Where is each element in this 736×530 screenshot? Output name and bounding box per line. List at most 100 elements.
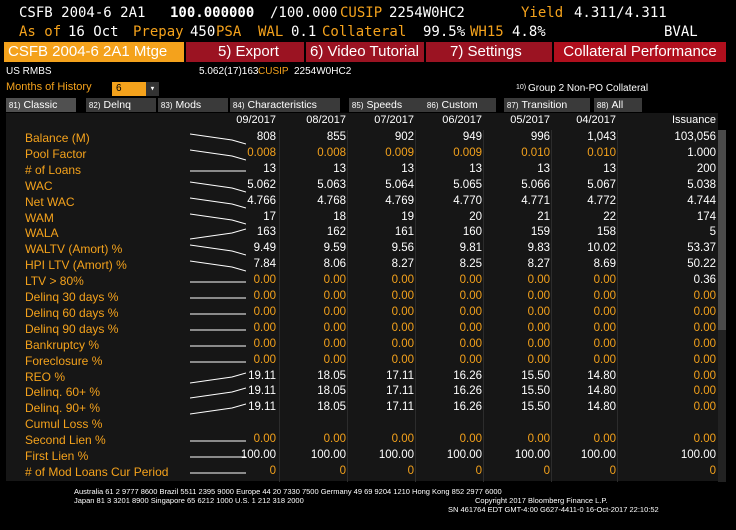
row-label[interactable]: Cumul Loss % <box>25 417 103 432</box>
table-cell: 0.00 <box>693 369 716 382</box>
table-cell: 5.067 <box>587 178 616 191</box>
tab-characteristics[interactable]: 84) Characteristics <box>230 98 340 112</box>
table-cell: 100.00 <box>514 449 550 461</box>
table-cell: 0.010 <box>587 146 616 159</box>
tab-bar: 81) Classic 82) Delnq 83) Mods 84) Character… <box>6 98 726 112</box>
row-label[interactable]: Delinq 30 days % <box>25 290 119 304</box>
table-cell: 0.008 <box>317 146 346 159</box>
table-cell: 16.26 <box>453 401 482 414</box>
table-cell: 18 <box>333 210 346 223</box>
months-history-select[interactable]: 6 <box>112 82 146 96</box>
table-cell: 161 <box>394 226 414 239</box>
column-header[interactable]: 09/2017 <box>236 114 276 126</box>
table-cell: 158 <box>596 226 616 239</box>
table-cell: 53.37 <box>687 242 716 255</box>
table-cell: 0 <box>339 464 346 477</box>
chevron-down-icon[interactable]: ▾ <box>146 82 159 96</box>
group-collateral-label[interactable]: Group 2 Non-PO Collateral <box>528 83 649 94</box>
sparkline <box>190 345 246 347</box>
footer-contacts: Australia 61 2 9777 8600 Brazil 5511 239… <box>74 487 502 496</box>
row-label[interactable]: Second Lien % <box>25 433 106 448</box>
table-cell: 100.00 <box>378 449 414 461</box>
table-cell: 5.064 <box>385 178 414 191</box>
video-tutorial-button[interactable]: 6) Video Tutorial <box>306 42 424 62</box>
column-header[interactable]: 04/2017 <box>576 114 616 126</box>
column-header[interactable]: Issuance <box>671 114 716 126</box>
table-cell: 0.00 <box>459 321 482 334</box>
table-cell: 0.00 <box>527 353 550 366</box>
footer-session: SN 461764 EDT GMT-4:00 G627-4411-0 16-Oc… <box>448 505 659 514</box>
column-header[interactable]: 07/2017 <box>374 114 414 126</box>
table-cell: 0.00 <box>323 337 346 350</box>
table-cell: 0.00 <box>593 433 616 446</box>
sparkline <box>190 297 246 299</box>
column-header[interactable]: 06/2017 <box>442 114 482 126</box>
row-label[interactable]: Delinq 60 days % <box>25 305 119 320</box>
table-cell: 0.00 <box>323 290 346 302</box>
table-cell: 0.00 <box>253 274 276 287</box>
table-cell: 5.065 <box>453 178 482 191</box>
table-cell: 0.00 <box>593 274 616 287</box>
row-label[interactable]: WALA <box>25 226 59 241</box>
tab-speeds[interactable]: 85) Speeds <box>349 98 435 112</box>
table-cell: 163 <box>256 226 276 239</box>
tab-custom[interactable]: 86) Custom <box>424 98 496 112</box>
table-cell: 4.768 <box>317 194 346 207</box>
row-label[interactable]: HPI LTV (Amort) % <box>25 258 127 273</box>
sparkline <box>190 387 246 399</box>
row-label[interactable]: # of Mod Loans Cur Period <box>25 464 169 479</box>
export-button[interactable]: 5) Export <box>186 42 304 62</box>
row-label[interactable]: Net WAC <box>25 194 75 209</box>
tab-mods[interactable]: 83) Mods <box>158 98 228 112</box>
row-label[interactable]: WAC <box>25 178 53 193</box>
table-cell: 19.11 <box>248 385 276 398</box>
row-label[interactable]: First Lien % <box>25 449 89 463</box>
wh-value: 4.8% <box>512 24 546 40</box>
table-cell: 0.00 <box>323 274 346 287</box>
tab-classic[interactable]: 81) Classic <box>6 98 76 112</box>
table-cell: 996 <box>530 131 550 143</box>
row-label[interactable]: REO % <box>25 369 66 384</box>
row-label[interactable]: Pool Factor <box>25 146 87 161</box>
table-cell: 9.81 <box>459 242 482 255</box>
group-number: 10) <box>516 84 527 91</box>
sparkline <box>190 372 246 383</box>
sparkline <box>190 149 246 161</box>
tab-delnq[interactable]: 82) Delnq <box>86 98 156 112</box>
pricing-source: BVAL <box>664 24 698 40</box>
security-name: CSFB 2004-6 2A1 <box>19 5 146 21</box>
row-label[interactable]: Balance (M) <box>25 131 90 145</box>
column-header[interactable]: 05/2017 <box>510 114 550 126</box>
table-cell: 162 <box>326 226 346 239</box>
table-cell: 0.00 <box>593 337 616 350</box>
table-cell: 0.00 <box>459 433 482 446</box>
row-label[interactable]: Delinq. 90+ % <box>25 401 101 416</box>
row-label[interactable]: LTV > 80% <box>25 274 84 289</box>
tab-all[interactable]: 88) All <box>594 98 642 112</box>
table-cell: 4.766 <box>247 194 276 207</box>
row-label[interactable]: Bankruptcy % <box>25 337 100 352</box>
sparkline <box>190 181 246 193</box>
row-label[interactable]: Delinq 90 days % <box>25 321 119 336</box>
table-cell: 4.769 <box>385 194 414 207</box>
prepay-value[interactable]: 450 <box>190 24 216 40</box>
table-cell: 0 <box>543 464 550 477</box>
row-label[interactable]: Foreclosure % <box>25 353 103 368</box>
table-cell: 9.56 <box>391 242 414 255</box>
row-label[interactable]: WAM <box>25 210 54 225</box>
table-cell: 13 <box>263 162 276 175</box>
settings-button[interactable]: 7) Settings <box>426 42 552 62</box>
row-label[interactable]: WALTV (Amort) % <box>25 242 123 257</box>
tab-transition[interactable]: 87) Transition <box>504 98 590 112</box>
table-cell: 0.00 <box>693 305 716 318</box>
security-mtge-field[interactable]: CSFB 2004-6 2A1 Mtge <box>4 42 184 62</box>
table-cell: 808 <box>256 131 276 143</box>
row-label[interactable]: Delinq. 60+ % <box>25 385 101 400</box>
column-header[interactable]: 08/2017 <box>306 114 346 126</box>
column-divider <box>483 130 484 482</box>
table-cell: 100.00 <box>310 449 346 461</box>
scrollbar-thumb[interactable] <box>718 130 726 330</box>
row-label[interactable]: # of Loans <box>25 162 82 177</box>
wal-value: 0.1 <box>291 24 317 40</box>
table-cell: 1.000 <box>687 146 716 159</box>
